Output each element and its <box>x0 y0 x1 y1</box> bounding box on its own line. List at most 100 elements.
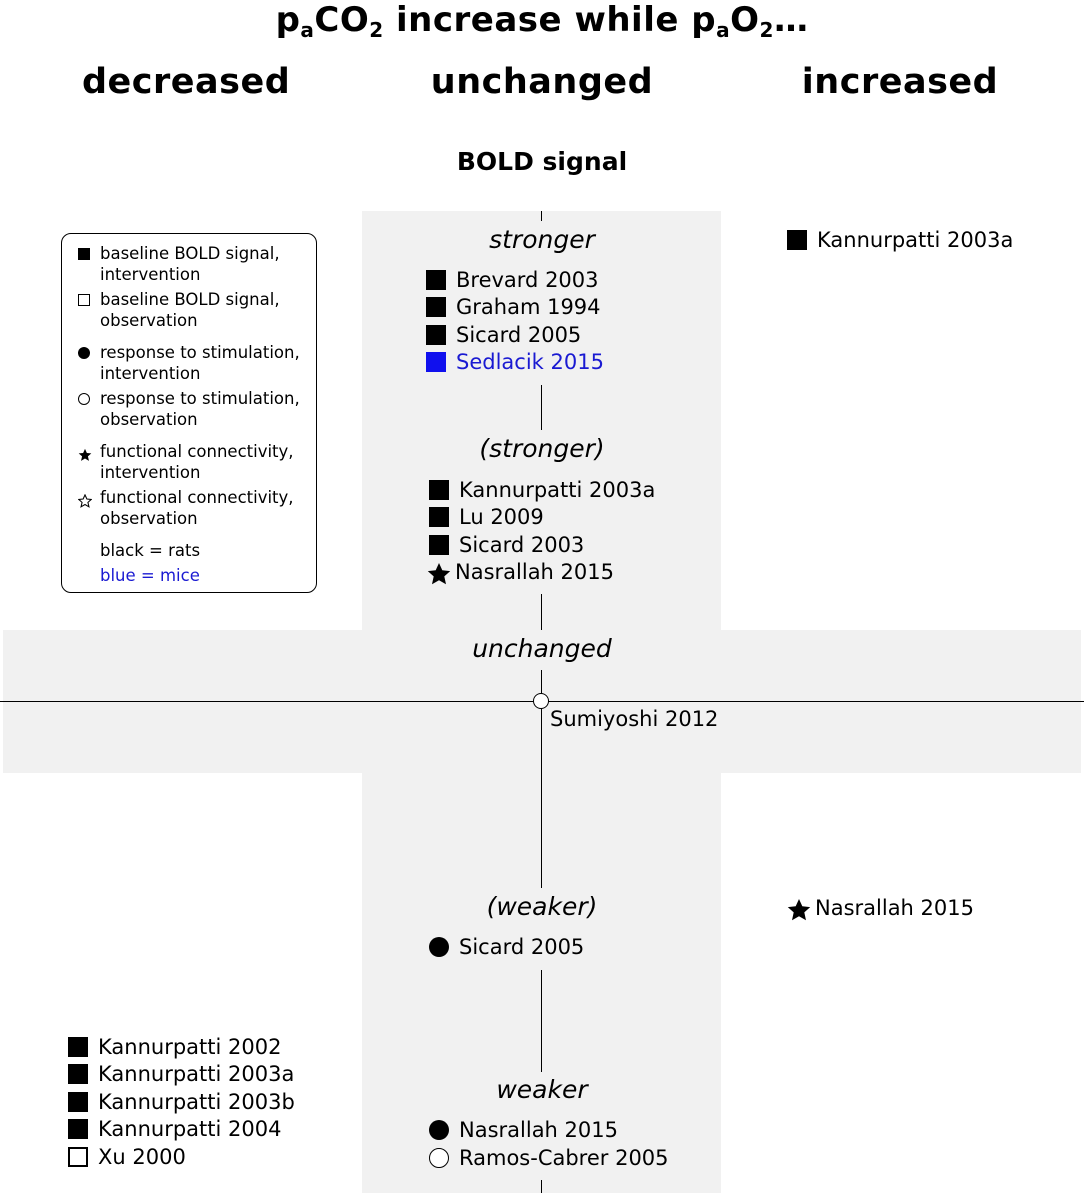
list-item: Kannurpatti 2003b <box>68 1090 295 1114</box>
study-label: Sicard 2003 <box>459 533 585 557</box>
vertical-axis-segment <box>541 970 542 1072</box>
study-label: Kannurpatti 2003a <box>98 1062 295 1086</box>
legend-line: observation <box>100 311 198 330</box>
study-label: Sicard 2005 <box>456 323 582 347</box>
open-square-icon <box>68 1147 88 1167</box>
list-item: Kannurpatti 2004 <box>68 1117 281 1141</box>
column-header-decreased: decreased <box>82 62 291 102</box>
list-item: Nasrallah 2015 <box>427 560 614 585</box>
page-title: paCO2 increase while paO2… <box>0 0 1084 42</box>
legend-item: functional connectivity, observation <box>77 487 294 529</box>
study-label: Kannurpatti 2003a <box>817 228 1014 252</box>
legend-note-rats: black = rats <box>100 540 200 561</box>
column-header-increased: increased <box>801 62 999 102</box>
list-item: Sedlacik 2015 <box>426 350 604 374</box>
study-label: Nasrallah 2015 <box>455 560 614 584</box>
study-label: Nasrallah 2015 <box>815 896 974 920</box>
legend-text: functional connectivity, intervention <box>100 441 294 483</box>
filled-star-icon <box>427 562 451 585</box>
legend-line: observation <box>100 509 198 528</box>
legend-line: baseline BOLD signal, <box>100 290 280 309</box>
study-label: Kannurpatti 2003b <box>98 1090 295 1114</box>
subtitle-bold-signal: BOLD signal <box>456 147 628 176</box>
filled-circle-icon <box>78 347 90 359</box>
legend-line: functional connectivity, <box>100 442 294 461</box>
legend-text: functional connectivity, observation <box>100 487 294 529</box>
legend-item: baseline BOLD signal, intervention <box>78 243 280 285</box>
legend-line: intervention <box>100 364 201 383</box>
title-sub: a <box>300 18 315 42</box>
list-item: Ramos-Cabrer 2005 <box>429 1146 669 1170</box>
open-circle-icon <box>78 393 90 405</box>
vertical-axis-segment <box>541 594 542 630</box>
study-label: Graham 1994 <box>456 295 601 319</box>
legend-item: response to stimulation, intervention <box>78 342 300 384</box>
vertical-axis-segment <box>541 670 542 888</box>
legend-line: functional connectivity, <box>100 488 294 507</box>
list-item: Kannurpatti 2002 <box>68 1035 281 1059</box>
title-sub: 2 <box>759 18 774 42</box>
list-item: Nasrallah 2015 <box>787 896 974 921</box>
legend-item: response to stimulation, observation <box>78 388 300 430</box>
legend-text: response to stimulation, observation <box>100 388 300 430</box>
legend-box: baseline BOLD signal, intervention baseli… <box>61 233 317 593</box>
vertical-axis-segment <box>541 211 542 221</box>
filled-star-icon <box>78 446 92 461</box>
list-item: Lu 2009 <box>429 505 544 529</box>
filled-square-icon <box>787 230 807 250</box>
list-item: Graham 1994 <box>426 295 601 319</box>
list-item: Sicard 2003 <box>429 533 584 557</box>
legend-text: baseline BOLD signal, observation <box>100 289 280 331</box>
category-weaker-paren: (weaker) <box>486 892 598 921</box>
list-item: Kannurpatti 2003a <box>429 478 655 502</box>
filled-circle-icon <box>429 937 449 957</box>
legend-item: functional connectivity, intervention <box>78 441 294 483</box>
center-node-label: Sumiyoshi 2012 <box>550 707 718 731</box>
title-part: CO <box>314 0 370 40</box>
center-node-open-circle <box>533 693 549 709</box>
list-item: Nasrallah 2015 <box>429 1118 618 1142</box>
filled-square-icon <box>426 297 446 317</box>
vertical-axis-segment <box>541 1180 542 1193</box>
title-part: p <box>275 0 301 40</box>
list-item: Sicard 2005 <box>426 323 581 347</box>
legend-item: baseline BOLD signal, observation <box>78 289 280 331</box>
category-stronger-paren: (stronger) <box>479 434 605 463</box>
title-sub: a <box>716 18 731 42</box>
study-label: Lu 2009 <box>459 505 544 529</box>
category-stronger: stronger <box>489 225 595 254</box>
filled-square-icon <box>426 270 446 290</box>
legend-line: intervention <box>100 463 201 482</box>
title-part: O <box>730 0 760 40</box>
filled-square-icon <box>429 535 449 555</box>
legend-note-mice: blue = mice <box>100 565 200 586</box>
list-item: Kannurpatti 2003a <box>787 228 1013 252</box>
filled-square-icon <box>68 1119 88 1139</box>
study-label: Brevard 2003 <box>456 268 599 292</box>
filled-square-icon <box>429 480 449 500</box>
filled-square-icon <box>426 325 446 345</box>
legend-line: intervention <box>100 265 201 284</box>
title-sub: 2 <box>369 18 384 42</box>
open-star-icon <box>77 492 93 508</box>
study-label: Kannurpatti 2004 <box>98 1117 282 1141</box>
legend-text: response to stimulation, intervention <box>100 342 300 384</box>
title-part: … <box>773 0 809 40</box>
legend-text: baseline BOLD signal, intervention <box>100 243 280 285</box>
study-label: Sumiyoshi 2012 <box>550 707 719 731</box>
list-item: Kannurpatti 2003a <box>68 1062 294 1086</box>
vertical-axis-segment <box>541 385 542 430</box>
legend-note-text: black = rats <box>100 541 201 560</box>
open-circle-icon <box>429 1148 449 1168</box>
legend-line: baseline BOLD signal, <box>100 244 280 263</box>
study-label: Kannurpatti 2003a <box>459 478 656 502</box>
list-item: Xu 2000 <box>68 1145 186 1169</box>
filled-square-icon <box>68 1037 88 1057</box>
list-item: Sicard 2005 <box>429 935 584 959</box>
legend-line: observation <box>100 410 198 429</box>
open-square-icon <box>78 294 90 306</box>
list-item: Brevard 2003 <box>426 268 599 292</box>
column-header-unchanged: unchanged <box>430 62 654 102</box>
category-weaker: weaker <box>496 1075 588 1104</box>
filled-square-icon <box>429 507 449 527</box>
